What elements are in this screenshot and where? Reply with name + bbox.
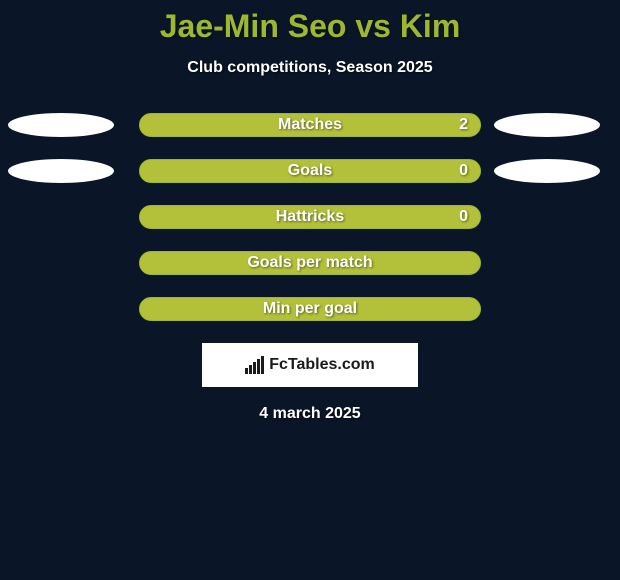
stat-label: Hattricks: [140, 208, 480, 226]
stat-rows: Matches 2 Goals 0 Hattricks 0 Goals: [0, 113, 620, 321]
stat-bar: Goals per match: [139, 251, 481, 275]
player-ellipse-right: [494, 113, 600, 137]
page-title: Jae-Min Seo vs Kim: [160, 8, 461, 45]
player-ellipse-left: [8, 113, 114, 137]
branding-text: FcTables.com: [269, 356, 375, 374]
stat-row: Hattricks 0: [0, 205, 620, 229]
infographic-container: Jae-Min Seo vs Kim Club competitions, Se…: [0, 0, 620, 423]
branding-badge: FcTables.com: [202, 343, 418, 387]
stat-bar: Matches 2: [139, 113, 481, 137]
stat-row: Goals per match: [0, 251, 620, 275]
player-ellipse-right: [494, 159, 600, 183]
stat-label: Matches: [140, 116, 480, 134]
stat-label: Min per goal: [140, 300, 480, 318]
stat-value: 0: [459, 208, 468, 226]
date-label: 4 march 2025: [259, 405, 360, 423]
player-ellipse-left: [8, 159, 114, 183]
subtitle: Club competitions, Season 2025: [187, 59, 432, 77]
stat-value: 2: [459, 116, 468, 134]
stat-row: Min per goal: [0, 297, 620, 321]
stat-label: Goals: [140, 162, 480, 180]
stat-bar: Min per goal: [139, 297, 481, 321]
stat-value: 0: [459, 162, 468, 180]
stat-label: Goals per match: [140, 254, 480, 272]
stat-row: Matches 2: [0, 113, 620, 137]
bar-chart-icon: [245, 356, 265, 374]
stat-bar: Hattricks 0: [139, 205, 481, 229]
stat-row: Goals 0: [0, 159, 620, 183]
stat-bar: Goals 0: [139, 159, 481, 183]
